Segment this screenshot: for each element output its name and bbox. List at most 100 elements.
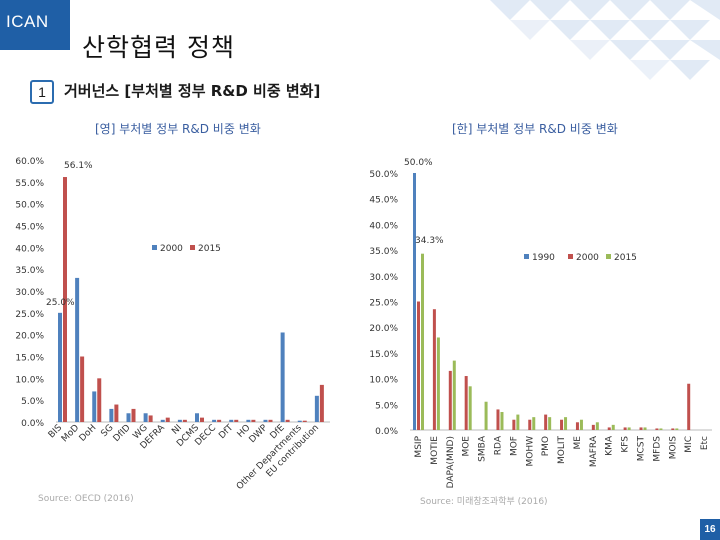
left-bar-2015 [200, 417, 204, 422]
decorative-pattern [490, 0, 720, 80]
right-x-tick-label: RDA [493, 435, 503, 455]
right-bar-2015 [659, 428, 663, 430]
right-bar-2015 [675, 428, 679, 430]
right-bar-2000 [432, 309, 436, 430]
left-legend-swatch [190, 245, 195, 250]
right-legend-swatch [568, 254, 573, 259]
right-bar-2015 [516, 414, 520, 430]
left-bar-2015 [217, 419, 222, 422]
left-bar-2000 [75, 277, 80, 422]
right-x-tick-label: MIC [684, 436, 694, 453]
left-bar-2015 [285, 419, 290, 422]
right-legend-label: 2015 [614, 253, 637, 263]
right-annotation: 34.3% [415, 236, 444, 246]
right-y-tick-label: 5.0% [375, 401, 398, 411]
right-bar-2015 [500, 412, 504, 430]
right-chart-source: Source: 미래창조과학부 (2016) [420, 497, 548, 507]
left-chart-title: [영] 부처별 정부 R&D 비중 변화 [95, 122, 261, 136]
right-x-tick-label: MOLIT [557, 435, 567, 464]
left-bar-2000 [160, 419, 165, 422]
left-y-tick-label: 60.0% [15, 157, 44, 167]
right-y-tick-label: 50.0% [369, 170, 398, 180]
left-y-tick-label: 15.0% [15, 354, 44, 364]
right-x-tick-label: MOTIE [430, 436, 440, 465]
left-y-tick-label: 30.0% [15, 288, 44, 298]
left-bar-2015 [234, 419, 239, 422]
right-x-tick-label: MOIS [668, 436, 678, 460]
right-bar-2015 [595, 422, 599, 430]
left-bar-2000 [195, 413, 199, 422]
left-bar-2015 [148, 415, 153, 422]
right-bar-2000 [448, 370, 452, 430]
right-legend-label: 2000 [576, 253, 599, 263]
left-x-tick-label: MoD [60, 423, 81, 444]
left-x-tick-label: DfT [217, 423, 235, 441]
right-y-tick-label: 45.0% [369, 196, 398, 206]
left-y-tick-label: 45.0% [15, 223, 44, 233]
right-x-tick-label: PMO [541, 436, 551, 456]
right-bar-2000 [591, 424, 595, 430]
left-y-tick-label: 25.0% [15, 310, 44, 320]
left-bar-2015 [165, 417, 170, 422]
left-x-tick-label: DoH [78, 423, 99, 444]
left-bar-2000 [263, 419, 268, 422]
right-y-tick-label: 10.0% [369, 376, 398, 386]
left-bar-2000 [297, 420, 302, 422]
right-y-tick-label: 20.0% [369, 324, 398, 334]
left-bar-2015 [97, 378, 102, 422]
right-x-tick-label: SMBA [478, 435, 488, 462]
left-x-tick-label: DWP [248, 423, 271, 446]
left-bar-2000 [229, 419, 234, 422]
left-bar-2015 [63, 177, 67, 422]
right-y-tick-label: 30.0% [369, 273, 398, 283]
right-bar-2000 [671, 428, 675, 430]
left-x-tick-label: DfID [112, 423, 133, 444]
left-bar-2015 [80, 356, 85, 422]
right-bar-2000 [560, 419, 564, 430]
left-legend-label: 2000 [160, 244, 183, 254]
right-x-tick-label: MOF [509, 436, 519, 456]
right-bar-2015 [484, 401, 488, 430]
left-bar-2015 [302, 420, 307, 422]
left-bar-2015 [114, 404, 119, 422]
right-bar-2000 [623, 427, 627, 430]
page-title: 산학협력 정책 [82, 33, 235, 62]
right-x-tick-label: MOE [462, 436, 472, 457]
right-legend-swatch [524, 254, 529, 259]
left-y-tick-label: 5.0% [21, 397, 44, 407]
right-x-tick-label: Etc [700, 436, 710, 450]
left-annotation: 25.0% [46, 298, 75, 308]
right-x-tick-label: MAFRA [589, 435, 599, 467]
left-bar-2015 [251, 419, 256, 422]
left-bar-2015 [268, 419, 273, 422]
right-bar-2015 [627, 427, 631, 430]
left-chart-source: Source: OECD (2016) [38, 494, 134, 504]
right-x-tick-label: MSIP [414, 435, 424, 457]
left-y-tick-label: 10.0% [15, 375, 44, 385]
left-y-tick-label: 55.0% [15, 179, 44, 189]
right-legend-label: 1990 [532, 253, 555, 263]
left-legend-label: 2015 [198, 244, 221, 254]
left-bar-2000 [109, 408, 114, 422]
right-bar-2015 [548, 417, 552, 430]
left-bar-2000 [126, 413, 131, 422]
right-chart-title: [한] 부처별 정부 R&D 비중 변화 [452, 122, 618, 136]
left-legend-swatch [152, 245, 157, 250]
left-y-tick-label: 50.0% [15, 201, 44, 211]
left-bar-2000 [58, 312, 62, 422]
right-bar-2000 [496, 409, 500, 430]
right-legend-swatch [606, 254, 611, 259]
left-bar-2000 [177, 419, 182, 422]
left-y-tick-label: 0.0% [21, 419, 44, 429]
left-bar-2000 [212, 419, 217, 422]
section-title: 거버넌스 [부처별 정부 R&D 비중 변화] [64, 82, 321, 100]
logo: ICAN [0, 0, 70, 50]
logo-text: ICAN [6, 12, 49, 31]
left-y-tick-label: 40.0% [15, 244, 44, 254]
right-bar-2000 [687, 383, 691, 430]
right-bar-1990 [413, 173, 416, 430]
right-bar-2000 [655, 428, 659, 430]
right-y-tick-label: 40.0% [369, 221, 398, 231]
right-bar-2015 [468, 386, 472, 430]
